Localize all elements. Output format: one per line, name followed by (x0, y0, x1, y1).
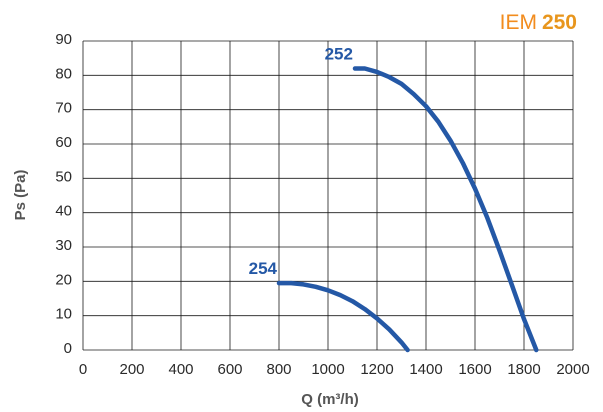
x-tick-label-200: 200 (119, 361, 144, 378)
x-tick-label-1800: 1800 (507, 361, 540, 378)
x-tick-label-600: 600 (217, 361, 242, 378)
y-tick-label-20: 20 (55, 271, 72, 288)
chart-title-model: 250 (542, 11, 577, 34)
y-tick-label-70: 70 (55, 100, 72, 117)
x-tick-label-2000: 2000 (556, 361, 589, 378)
series-label-252: 252 (325, 44, 353, 63)
series-lines: 252 254 (249, 44, 539, 353)
x-tick-label-1000: 1000 (311, 361, 344, 378)
y-tick-label-30: 30 (55, 237, 72, 254)
x-tick-label-0: 0 (79, 361, 87, 378)
y-tick-label-0: 0 (64, 340, 72, 357)
x-tick-labels: 0 200 400 600 800 1000 1200 1400 1600 1800 2000 (79, 361, 590, 378)
x-tick-label-400: 400 (168, 361, 193, 378)
y-tick-label-90: 90 (55, 31, 72, 48)
x-tick-label-1200: 1200 (360, 361, 393, 378)
x-tick-label-1400: 1400 (409, 361, 442, 378)
y-tick-label-40: 40 (55, 203, 72, 220)
y-tick-label-10: 10 (55, 306, 72, 323)
y-tick-label-60: 60 (55, 134, 72, 151)
y-axis-label: Ps (Pa) (12, 170, 29, 221)
x-tick-label-800: 800 (266, 361, 291, 378)
plot-grid (82, 40, 574, 351)
x-tick-label-1600: 1600 (458, 361, 491, 378)
y-tick-label-50: 50 (55, 168, 72, 185)
chart-title-prefix: IEM (500, 11, 537, 34)
series-line-252 (352, 66, 539, 353)
x-axis-label: Q (m³/h) (301, 391, 359, 408)
series-line-254 (276, 280, 410, 353)
y-tick-label-80: 80 (55, 65, 72, 82)
chart-title: IEM 250 (500, 11, 577, 34)
y-tick-labels: 0 10 20 30 40 50 60 70 80 90 (55, 31, 72, 357)
series-label-254: 254 (249, 259, 278, 278)
